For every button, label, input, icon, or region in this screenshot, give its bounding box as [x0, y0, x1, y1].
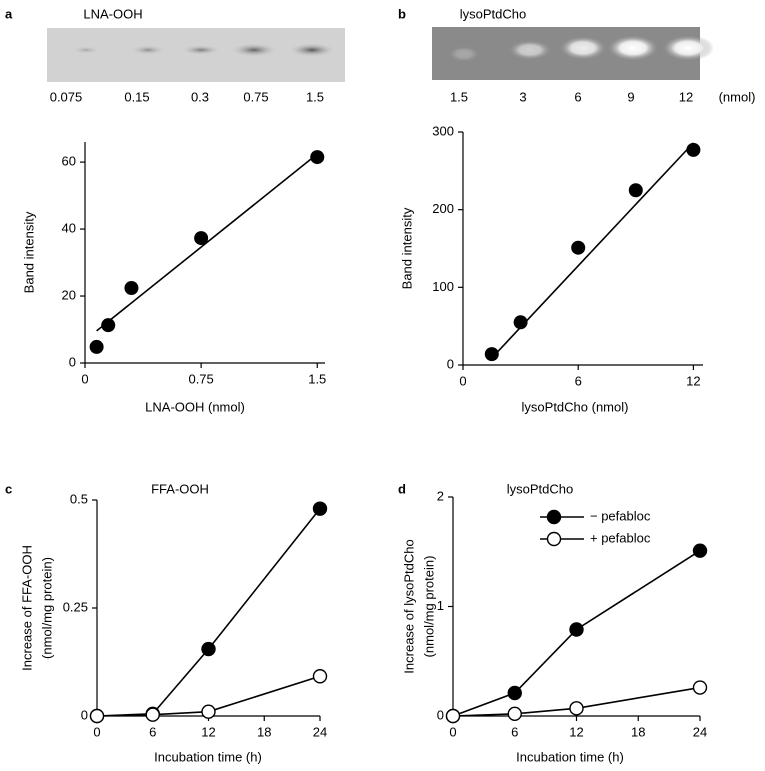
- chart-title: lysoPtdCho: [507, 481, 573, 496]
- data-point: [124, 280, 139, 295]
- y-tick-label: 0.5: [70, 491, 88, 506]
- data-point: [310, 150, 325, 165]
- data-point: [445, 708, 461, 724]
- y-tick-label: 300: [432, 123, 454, 138]
- x-axis-label: lysoPtdCho (nmol): [522, 399, 629, 414]
- x-tick-label: 12: [686, 373, 700, 388]
- axes: [452, 497, 700, 717]
- y-tick-label: 0: [437, 707, 444, 722]
- series-line: [452, 549, 701, 717]
- x-axis-label: Incubation time (h): [516, 749, 624, 764]
- axes: [84, 142, 325, 364]
- series-line: [452, 686, 701, 717]
- y-axis-label: Band intensity: [399, 207, 414, 289]
- y-tick-label: 0: [81, 707, 88, 722]
- x-axis-label: LNA-OOH (nmol): [145, 399, 245, 414]
- series-line: [96, 675, 321, 717]
- gel-lane-label: 0.3: [191, 89, 209, 104]
- gel-unit: (nmol): [719, 89, 756, 104]
- x-tick-label: 6: [575, 373, 582, 388]
- gel-lane-label: 1.5: [450, 89, 468, 104]
- chart-title: lysoPtdCho: [460, 6, 526, 21]
- data-point: [194, 231, 209, 246]
- y-tick-label: 20: [62, 287, 76, 302]
- x-tick-label: 18: [257, 724, 271, 739]
- gel-lane-label: 6: [574, 89, 581, 104]
- y-tick-label: 0: [447, 356, 454, 371]
- y-tick-label: 0.25: [63, 599, 88, 614]
- gel-lane-label: 3: [519, 89, 526, 104]
- gel-lane-label: 1.5: [306, 89, 324, 104]
- y-tick-label: 40: [62, 220, 76, 235]
- data-point: [692, 543, 708, 558]
- gel-lane-label: 9: [627, 89, 634, 104]
- x-axis-label: Incubation time (h): [154, 749, 262, 764]
- legend-label: − pefabloc: [590, 508, 651, 523]
- x-tick-label: 0: [459, 373, 466, 388]
- axes: [96, 500, 320, 717]
- gel-image-a: [47, 28, 345, 82]
- y-axis-label: Band intensity: [21, 211, 36, 293]
- x-tick-label: 6: [511, 724, 518, 739]
- data-point: [507, 685, 522, 701]
- y-axis-label: Increase of FFA-OOH: [19, 545, 34, 671]
- chart-title: FFA-OOH: [151, 481, 209, 496]
- data-point: [686, 142, 701, 157]
- data-point: [569, 622, 584, 637]
- x-tick-label: 18: [631, 724, 645, 739]
- data-point: [569, 701, 584, 716]
- data-point: [89, 708, 105, 724]
- data-point: [513, 315, 528, 330]
- data-point: [571, 240, 586, 255]
- panel-label: a: [5, 6, 13, 21]
- fit-line: [96, 153, 318, 332]
- x-tick-label: 0: [93, 724, 100, 739]
- x-tick-label: 0: [449, 724, 456, 739]
- data-point: [101, 318, 116, 333]
- data-point: [312, 501, 328, 516]
- x-tick-label: 24: [693, 724, 707, 739]
- data-point: [89, 339, 104, 354]
- data-point: [628, 183, 643, 198]
- data-point: [145, 707, 160, 722]
- panel-label: d: [398, 481, 406, 496]
- legend-label: + pefabloc: [590, 530, 651, 545]
- legend-marker: [546, 531, 562, 547]
- y-tick-label: 100: [432, 279, 454, 294]
- y-tick-label: 60: [62, 154, 76, 169]
- gel-lane-label: 0.075: [50, 89, 83, 104]
- x-tick-label: 24: [313, 724, 327, 739]
- x-tick-label: 12: [201, 724, 215, 739]
- x-tick-label: 0.75: [188, 371, 213, 386]
- gel-lane-label: 12: [679, 89, 693, 104]
- gel-image-b: [432, 27, 714, 80]
- x-tick-label: 0: [81, 371, 88, 386]
- legend-marker: [546, 509, 562, 525]
- data-point: [201, 641, 216, 657]
- x-tick-label: 12: [569, 724, 583, 739]
- y-axis-label: (nmol/mg protein): [39, 557, 54, 659]
- data-point: [692, 680, 708, 695]
- gel-lane-label: 0.15: [124, 89, 149, 104]
- data-point: [484, 347, 499, 362]
- y-tick-label: 200: [432, 201, 454, 216]
- data-point: [201, 704, 216, 719]
- y-tick-label: 1: [437, 598, 444, 613]
- y-axis-label: (nmol/mg protein): [421, 556, 436, 658]
- x-tick-label: 1.5: [308, 371, 326, 386]
- gel-lane-label: 0.75: [243, 89, 268, 104]
- panel-label: b: [398, 6, 406, 21]
- y-axis-label: Increase of lysoPtdCho: [401, 539, 416, 673]
- x-tick-label: 6: [149, 724, 156, 739]
- data-point: [507, 706, 522, 722]
- panel-label: c: [5, 481, 12, 496]
- y-tick-label: 0: [69, 354, 76, 369]
- chart-title: LNA-OOH: [83, 6, 142, 21]
- data-point: [312, 669, 328, 684]
- y-tick-label: 2: [437, 488, 444, 503]
- series-line: [96, 508, 321, 717]
